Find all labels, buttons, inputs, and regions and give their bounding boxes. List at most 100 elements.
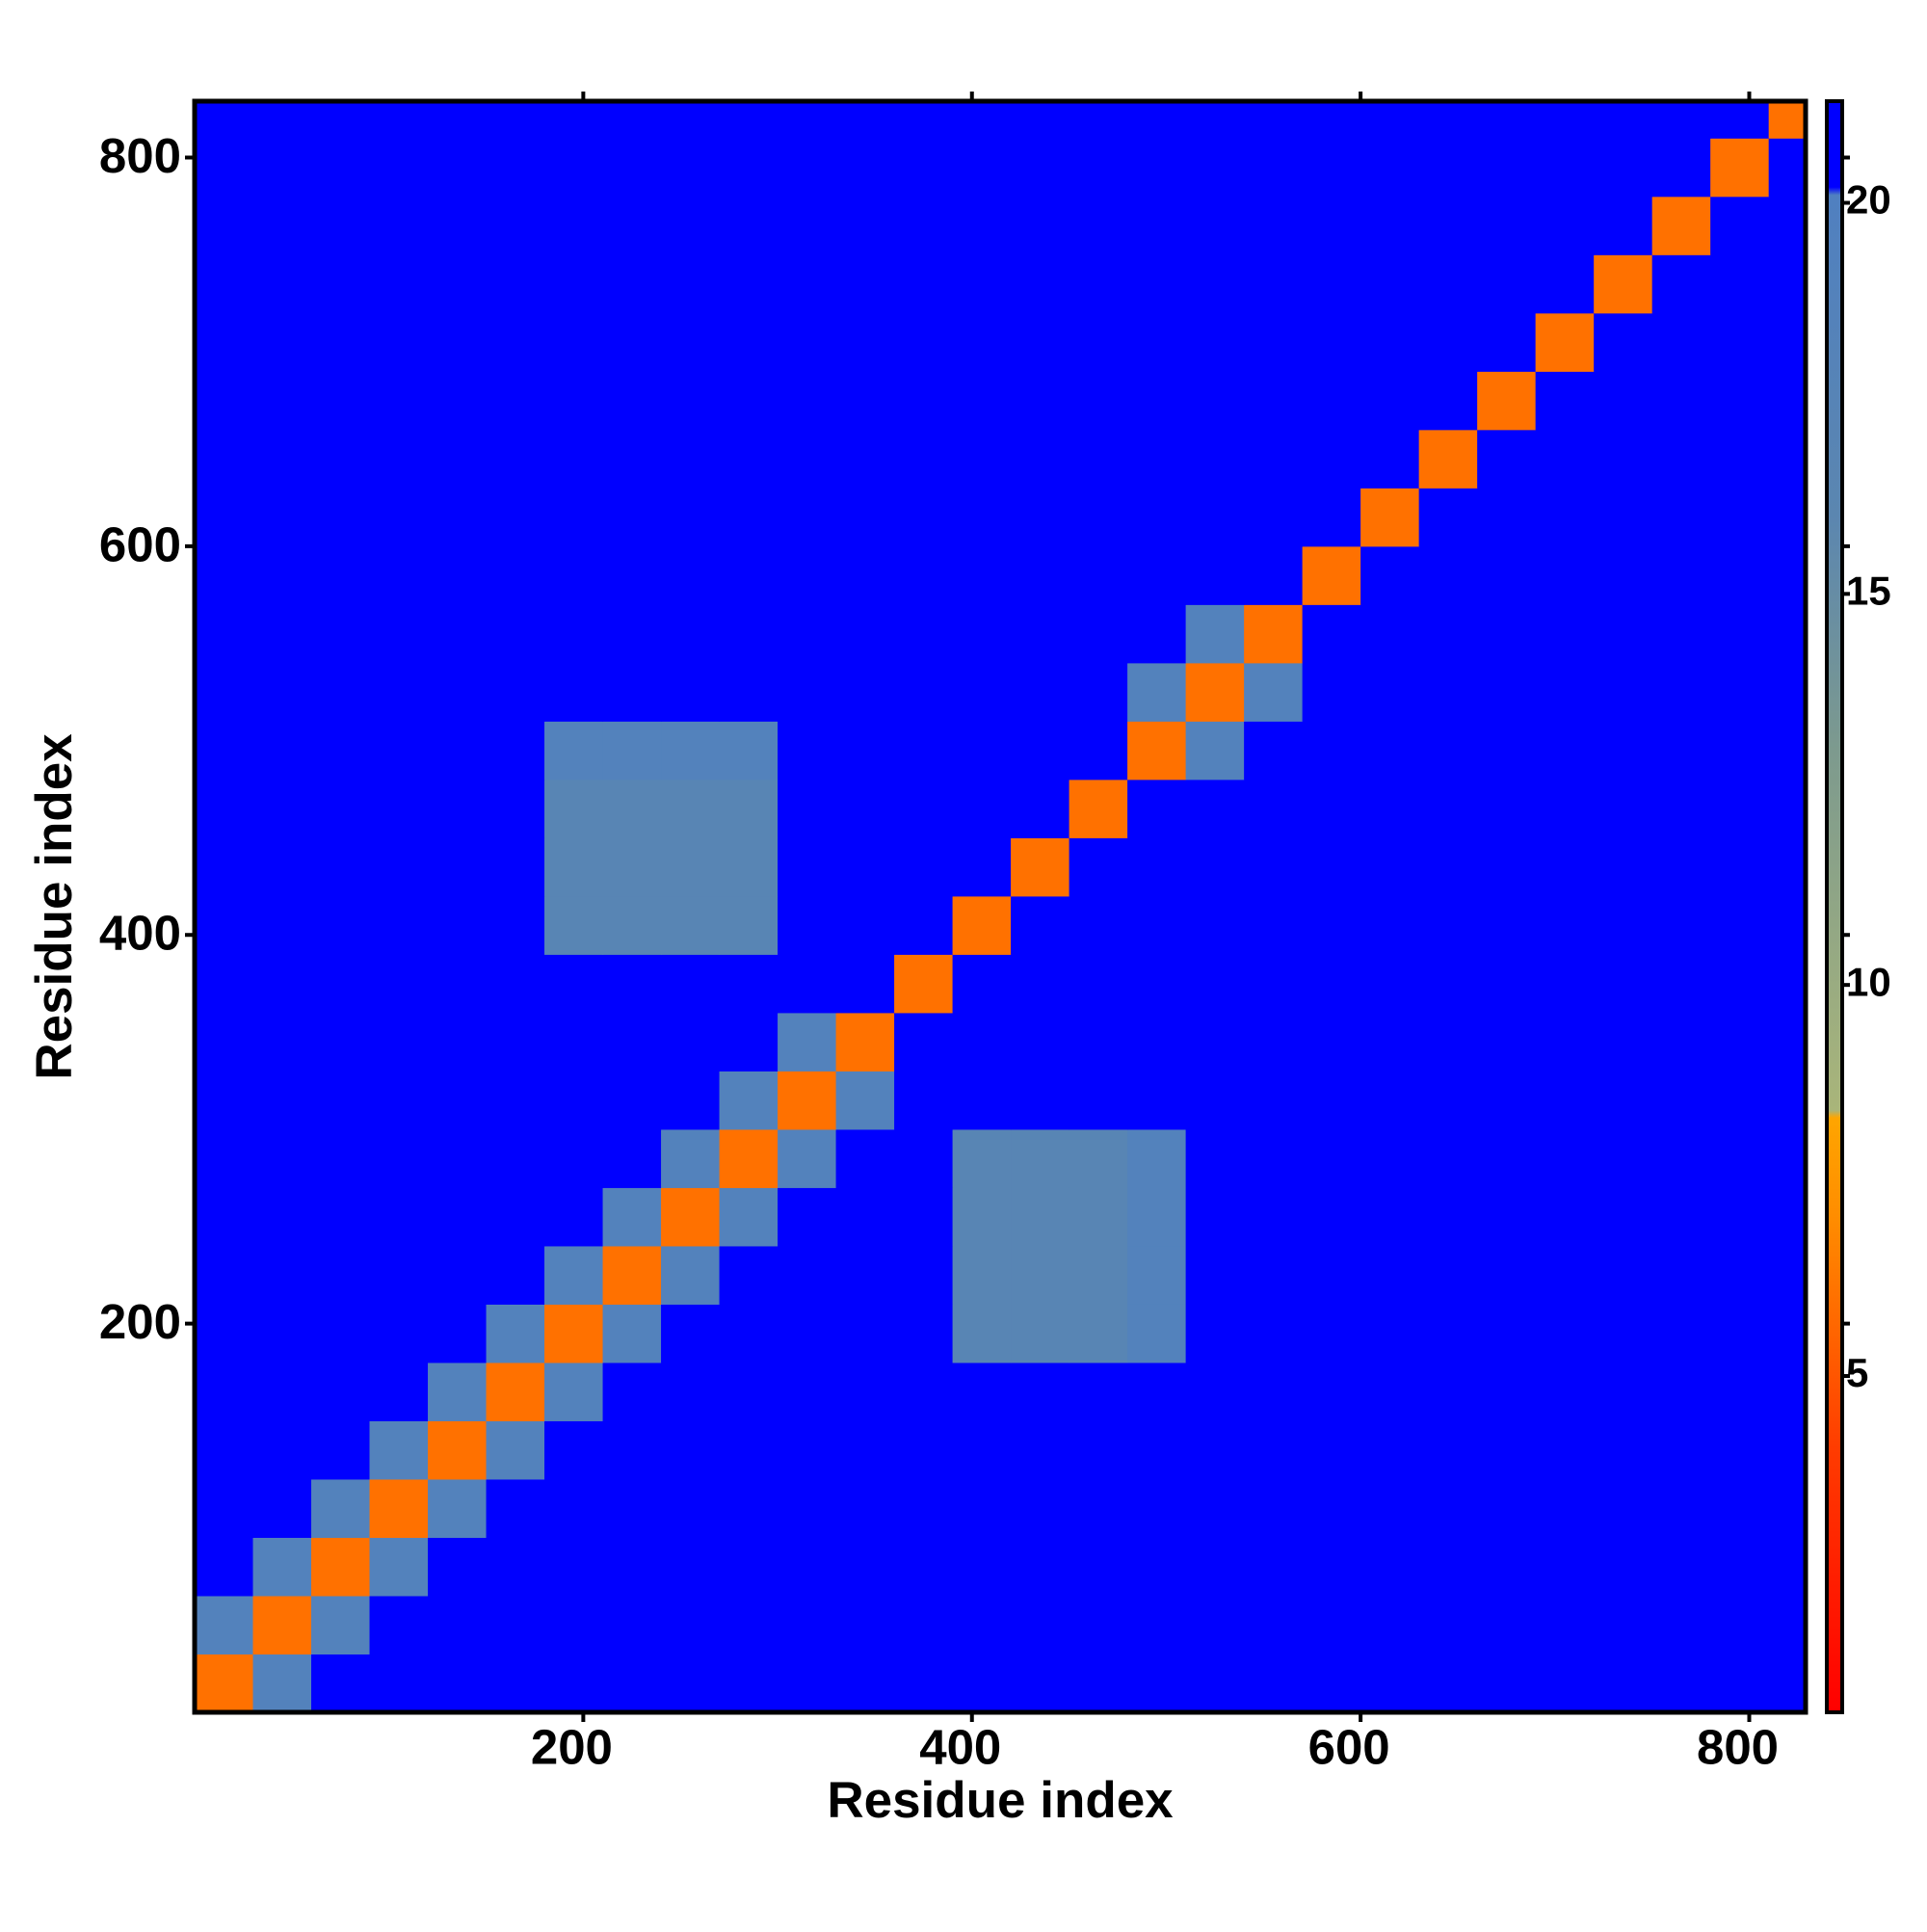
- heatmap-cell: [1011, 895, 1070, 955]
- heatmap-cell: [1768, 1362, 1807, 1421]
- heatmap-cell: [719, 954, 779, 1014]
- heatmap-cell: [195, 1362, 254, 1421]
- heatmap-cell: [428, 545, 488, 605]
- heatmap-cell: [952, 662, 1012, 722]
- x-tick-label: 800: [1697, 1719, 1779, 1774]
- heatmap-cell: [1244, 312, 1304, 372]
- heatmap-cell: [1477, 254, 1537, 314]
- heatmap-cell: [1651, 1012, 1711, 1072]
- heatmap-cell: [1127, 545, 1187, 605]
- heatmap-cell: [1710, 1654, 1770, 1713]
- heatmap-cell: [1651, 1478, 1711, 1538]
- heatmap-cell: [1185, 254, 1245, 314]
- heatmap-cell: [1011, 1245, 1070, 1305]
- x-tick-label: 600: [1308, 1719, 1390, 1774]
- heatmap-cell: [719, 429, 779, 489]
- heatmap-cell: [835, 1595, 895, 1654]
- heatmap-cell: [1594, 1478, 1653, 1538]
- heatmap-cell: [1360, 138, 1420, 198]
- heatmap-cell: [1302, 954, 1361, 1014]
- heatmap-cell: [1185, 1478, 1245, 1538]
- heatmap-cell: [252, 371, 312, 431]
- heatmap-cell: [778, 895, 837, 955]
- heatmap-cell: [602, 1071, 662, 1130]
- heatmap-cell: [1011, 779, 1070, 838]
- heatmap-cell: [894, 837, 954, 897]
- heatmap-cell: [1302, 1128, 1361, 1188]
- heatmap-cell: [719, 721, 779, 781]
- heatmap-cell: [252, 1187, 312, 1247]
- heatmap-cell: [602, 604, 662, 664]
- heatmap-cell: [1594, 721, 1653, 781]
- heatmap-cell: [252, 662, 312, 722]
- heatmap-cell: [778, 488, 837, 547]
- heatmap-cell: [1535, 1304, 1595, 1363]
- heatmap-cell: [602, 779, 662, 838]
- heatmap-cell: [369, 488, 429, 547]
- heatmap-cell: [544, 1071, 604, 1130]
- heatmap-cell: [1302, 312, 1361, 372]
- heatmap-cell: [1069, 895, 1128, 955]
- heatmap-cell: [1477, 721, 1537, 781]
- heatmap-cell: [428, 429, 488, 489]
- heatmap-cell: [1302, 138, 1361, 198]
- heatmap-cell: [1651, 545, 1711, 605]
- heatmap-cell: [1418, 138, 1478, 198]
- heatmap-cell: [195, 1071, 254, 1130]
- heatmap-cell: [661, 1128, 721, 1188]
- heatmap-cell: [661, 488, 721, 547]
- heatmap-cell: [1535, 254, 1595, 314]
- heatmap-cell: [1127, 604, 1187, 664]
- heatmap-cell: [1651, 1128, 1711, 1188]
- heatmap-cell: [1477, 1537, 1537, 1597]
- heatmap-cell: [1302, 721, 1361, 781]
- heatmap-cell: [1710, 196, 1770, 255]
- heatmap-cell: [428, 837, 488, 897]
- heatmap-cell: [369, 1245, 429, 1305]
- heatmap-cell: [1302, 1420, 1361, 1480]
- heatmap-cell: [369, 101, 429, 139]
- heatmap-cell: [1069, 954, 1128, 1014]
- heatmap-cell: [1594, 371, 1653, 431]
- heatmap-cell: [1477, 1654, 1537, 1713]
- heatmap-cell: [1302, 1478, 1361, 1538]
- heatmap-cell: [1302, 604, 1361, 664]
- heatmap-cell: [252, 429, 312, 489]
- heatmap-cell: [252, 1012, 312, 1072]
- heatmap-cell: [1360, 1304, 1420, 1363]
- heatmap-cell: [1477, 1304, 1537, 1363]
- heatmap-cell: [1535, 662, 1595, 722]
- heatmap-cell: [1069, 779, 1128, 838]
- heatmap-cell: [1302, 779, 1361, 838]
- heatmap-cell: [835, 1012, 895, 1072]
- heatmap-cell: [1477, 429, 1537, 489]
- heatmap-cell: [1594, 954, 1653, 1014]
- heatmap-cell: [1768, 1012, 1807, 1072]
- heatmap-cell: [1244, 1245, 1304, 1305]
- heatmap-cell: [1360, 1654, 1420, 1713]
- heatmap-cell: [1651, 312, 1711, 372]
- heatmap-cell: [195, 1654, 254, 1713]
- heatmap-cell: [661, 954, 721, 1014]
- heatmap-cell: [835, 895, 895, 955]
- heatmap-cell: [1768, 1420, 1807, 1480]
- heatmap-cell: [1127, 371, 1187, 431]
- heatmap-cell: [1594, 895, 1653, 955]
- heatmap-cell: [1651, 138, 1711, 198]
- heatmap-cell: [952, 1420, 1012, 1480]
- heatmap-cell: [1477, 101, 1537, 139]
- heatmap-cell: [1418, 1595, 1478, 1654]
- heatmap-cell: [428, 371, 488, 431]
- heatmap-cell: [894, 1071, 954, 1130]
- heatmap-cell: [1360, 1187, 1420, 1247]
- heatmap-cell: [1011, 662, 1070, 722]
- heatmap-cell: [1069, 1128, 1128, 1188]
- heatmap-cell: [894, 1245, 954, 1305]
- heatmap-cell: [1185, 604, 1245, 664]
- heatmap-cell: [1594, 196, 1653, 255]
- heatmap-cell: [894, 101, 954, 139]
- heatmap-cell: [1710, 837, 1770, 897]
- heatmap-cell: [1244, 1537, 1304, 1597]
- heatmap-cells: [195, 101, 1807, 1713]
- heatmap-cell: [1244, 371, 1304, 431]
